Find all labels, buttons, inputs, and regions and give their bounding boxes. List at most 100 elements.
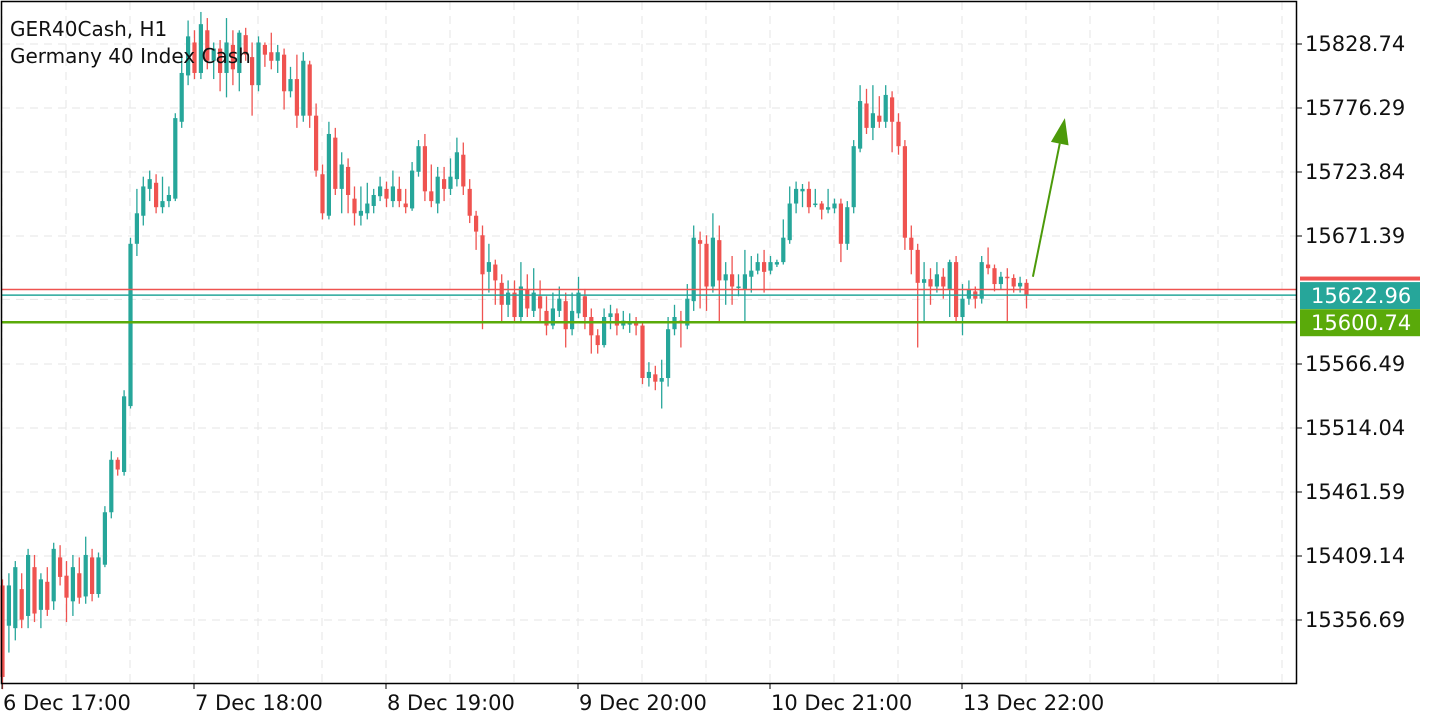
candle-67 — [429, 164, 434, 208]
candle-body — [147, 179, 152, 189]
candle-57 — [365, 182, 370, 220]
candle-46 — [294, 54, 299, 128]
candle-body — [768, 262, 773, 271]
arrow-shaft — [1031, 143, 1061, 277]
candle-body — [1011, 277, 1016, 287]
candle-body — [448, 176, 453, 189]
candle-136 — [870, 85, 875, 141]
candle-body — [966, 288, 971, 299]
candle-body — [755, 262, 760, 271]
candle-51 — [326, 121, 331, 220]
candle-body — [339, 164, 344, 189]
candle-49 — [314, 103, 319, 177]
candle-body — [346, 166, 351, 195]
candle-35 — [224, 18, 229, 98]
candle-body — [518, 286, 523, 318]
candle-body — [979, 262, 984, 299]
candle-body — [992, 268, 997, 285]
candle-101 — [646, 362, 651, 387]
candle-body — [134, 213, 139, 244]
candle-99 — [634, 317, 639, 336]
candle-body — [442, 179, 447, 189]
candle-78 — [499, 274, 504, 324]
price-axis[interactable]: 15828.74 15776.29 15723.84 15671.39 15566.49… — [1296, 32, 1405, 632]
candle-56 — [358, 186, 363, 226]
trend-arrow[interactable] — [1031, 118, 1069, 277]
price-tag-0: 15622.96 — [1300, 282, 1420, 310]
candle-body — [499, 282, 504, 305]
candle-23 — [147, 170, 152, 202]
candle-87 — [557, 286, 562, 318]
candlestick-series — [0, 11, 1029, 690]
candle-body — [410, 170, 415, 209]
candle-160 — [1024, 279, 1029, 309]
candle-body — [326, 133, 331, 216]
candle-83 — [531, 268, 536, 318]
candle-body — [314, 115, 319, 171]
candle-body — [653, 374, 658, 382]
candle-154 — [986, 247, 991, 275]
time-axis[interactable]: 6 Dec 17:00 7 Dec 18:00 8 Dec 19:00 9 Dec 2… — [1, 683, 1104, 715]
candle-94 — [602, 308, 607, 348]
x-tick-label: 6 Dec 17:00 — [3, 691, 131, 715]
candle-3 — [19, 573, 24, 629]
candle-6 — [38, 573, 43, 629]
candle-body — [186, 36, 191, 76]
candle-120 — [768, 255, 773, 275]
candle-body — [122, 396, 127, 472]
candle-body — [358, 210, 363, 216]
candle-25 — [160, 176, 165, 214]
bid-price-marker — [1300, 276, 1420, 281]
candle-body — [218, 48, 223, 73]
candle-body — [781, 237, 786, 263]
candle-125 — [800, 184, 805, 208]
candle-127 — [813, 188, 818, 208]
chart-grid — [1, 2, 1296, 683]
candle-body — [141, 186, 146, 216]
candle-body — [851, 146, 856, 208]
candle-body — [288, 79, 293, 92]
candle-body — [845, 207, 850, 244]
candle-55 — [352, 186, 357, 226]
candle-body — [198, 24, 203, 73]
candle-body — [51, 548, 56, 602]
candle-63 — [403, 188, 408, 214]
candle-body — [230, 44, 235, 70]
candle-body — [998, 276, 1003, 285]
candle-body — [179, 72, 184, 122]
candle-19 — [122, 390, 127, 476]
candle-122 — [781, 219, 786, 265]
price-lines — [2, 288, 1296, 324]
candle-body — [659, 378, 664, 382]
candle-5 — [32, 554, 37, 623]
candle-60 — [384, 181, 389, 208]
candle-body — [550, 308, 555, 326]
x-tick-label: 8 Dec 19:00 — [387, 691, 515, 715]
candle-15 — [96, 552, 101, 598]
candle-86 — [550, 292, 555, 330]
candle-body — [461, 154, 466, 187]
candle-141 — [902, 140, 907, 250]
candle-body — [493, 264, 498, 281]
arrow-head — [1050, 118, 1069, 146]
candle-69 — [442, 166, 447, 202]
candle-92 — [589, 308, 594, 354]
candle-85 — [544, 296, 549, 336]
candle-28 — [179, 54, 184, 128]
candle-body — [883, 94, 888, 122]
candle-body — [710, 237, 715, 287]
candle-body — [371, 194, 376, 206]
candle-150 — [960, 284, 965, 336]
candle-59 — [378, 176, 383, 202]
candle-body — [397, 188, 402, 202]
candle-132 — [845, 201, 850, 250]
candle-137 — [877, 96, 882, 128]
candle-68 — [435, 166, 440, 214]
candle-body — [486, 262, 491, 272]
candle-121 — [774, 259, 779, 267]
candle-body — [531, 292, 536, 311]
candle-body — [480, 235, 485, 275]
y-tick-label: 15828.74 — [1305, 32, 1405, 56]
candle-body — [813, 203, 818, 206]
